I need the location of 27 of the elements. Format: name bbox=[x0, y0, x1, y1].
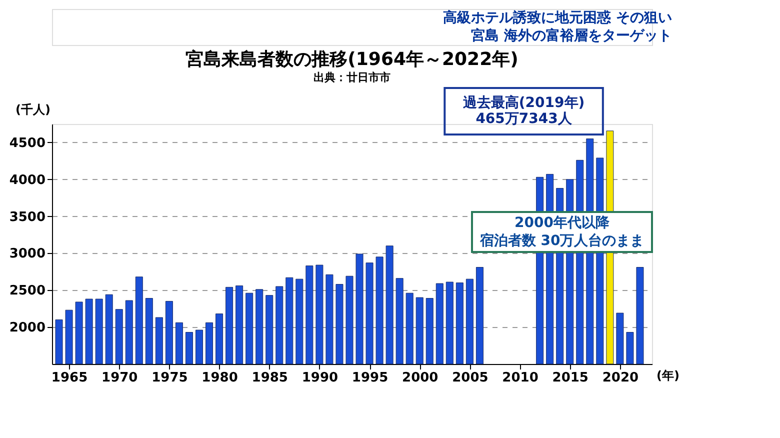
x-tick-label: 1975 bbox=[152, 370, 188, 386]
text: 宮島 海外の富裕層をターゲット bbox=[471, 27, 672, 44]
x-tick-label: 2020 bbox=[602, 370, 639, 386]
y-tick-label: 4000 bbox=[9, 172, 46, 188]
x-axis-title: (年) bbox=[656, 368, 680, 382]
x-tick-label: 1985 bbox=[252, 370, 288, 386]
y-tick-label: 2500 bbox=[9, 284, 46, 299]
annotation: 2000年代以降 bbox=[514, 215, 610, 231]
y-tick-label: 3000 bbox=[9, 246, 46, 262]
y-tick-label: 4500 bbox=[9, 136, 46, 151]
x-tick-label: 1965 bbox=[51, 370, 88, 386]
y-tick-label: 2000 bbox=[9, 320, 46, 336]
x-tick-label: 2005 bbox=[452, 370, 488, 386]
x-tick-label: 1995 bbox=[352, 370, 388, 386]
y-tick-label: 3500 bbox=[9, 210, 46, 225]
y-axis-title: (千人) bbox=[16, 102, 50, 116]
x-tick-label: 2015 bbox=[552, 370, 588, 386]
x-tick-label: 1980 bbox=[202, 370, 238, 386]
chart-title: 宮島来島者数の推移(1964年～2022年) bbox=[186, 49, 518, 70]
annotation: 宿泊者数 30万人台のまま bbox=[478, 232, 644, 249]
x-tick-label: 2000 bbox=[402, 370, 438, 386]
annotation: 過去最高(2019年) 465万7343人 bbox=[462, 94, 585, 127]
x-tick-label: 1970 bbox=[102, 370, 138, 386]
text: 高級ホテル誘致に地元困惑 その狙い bbox=[443, 9, 672, 26]
x-tick-label: 2010 bbox=[502, 370, 538, 386]
chart-subtitle: 出典：廿日市市 bbox=[314, 71, 390, 84]
x-tick-label: 1990 bbox=[302, 370, 338, 386]
